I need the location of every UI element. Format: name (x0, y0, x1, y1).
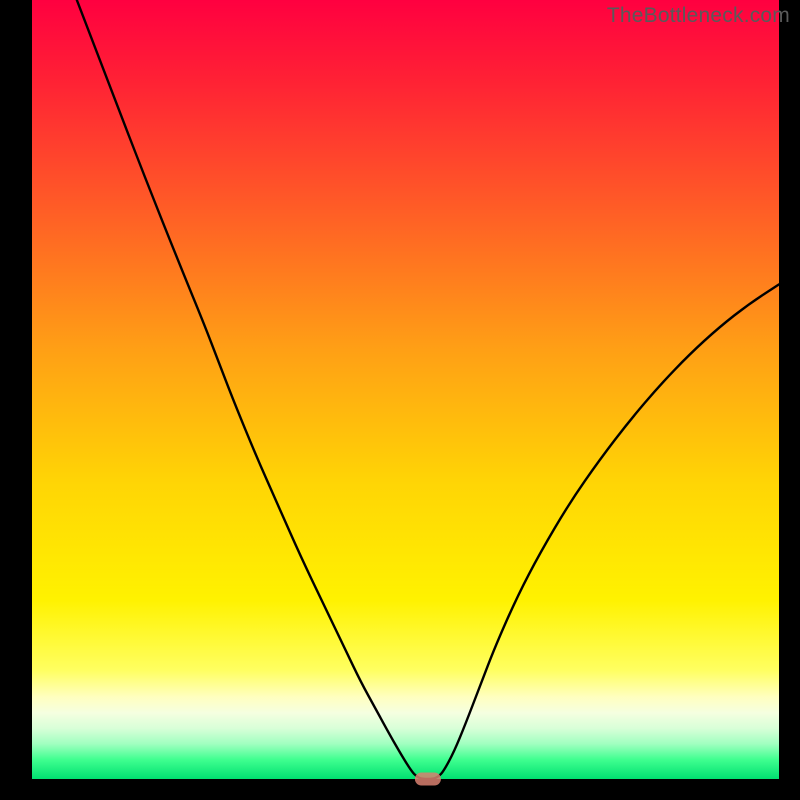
optimum-marker (415, 773, 441, 786)
watermark-label: TheBottleneck.com (607, 4, 790, 28)
plot-background (32, 0, 779, 779)
bottleneck-chart (0, 0, 800, 800)
chart-container: TheBottleneck.com (0, 0, 800, 800)
